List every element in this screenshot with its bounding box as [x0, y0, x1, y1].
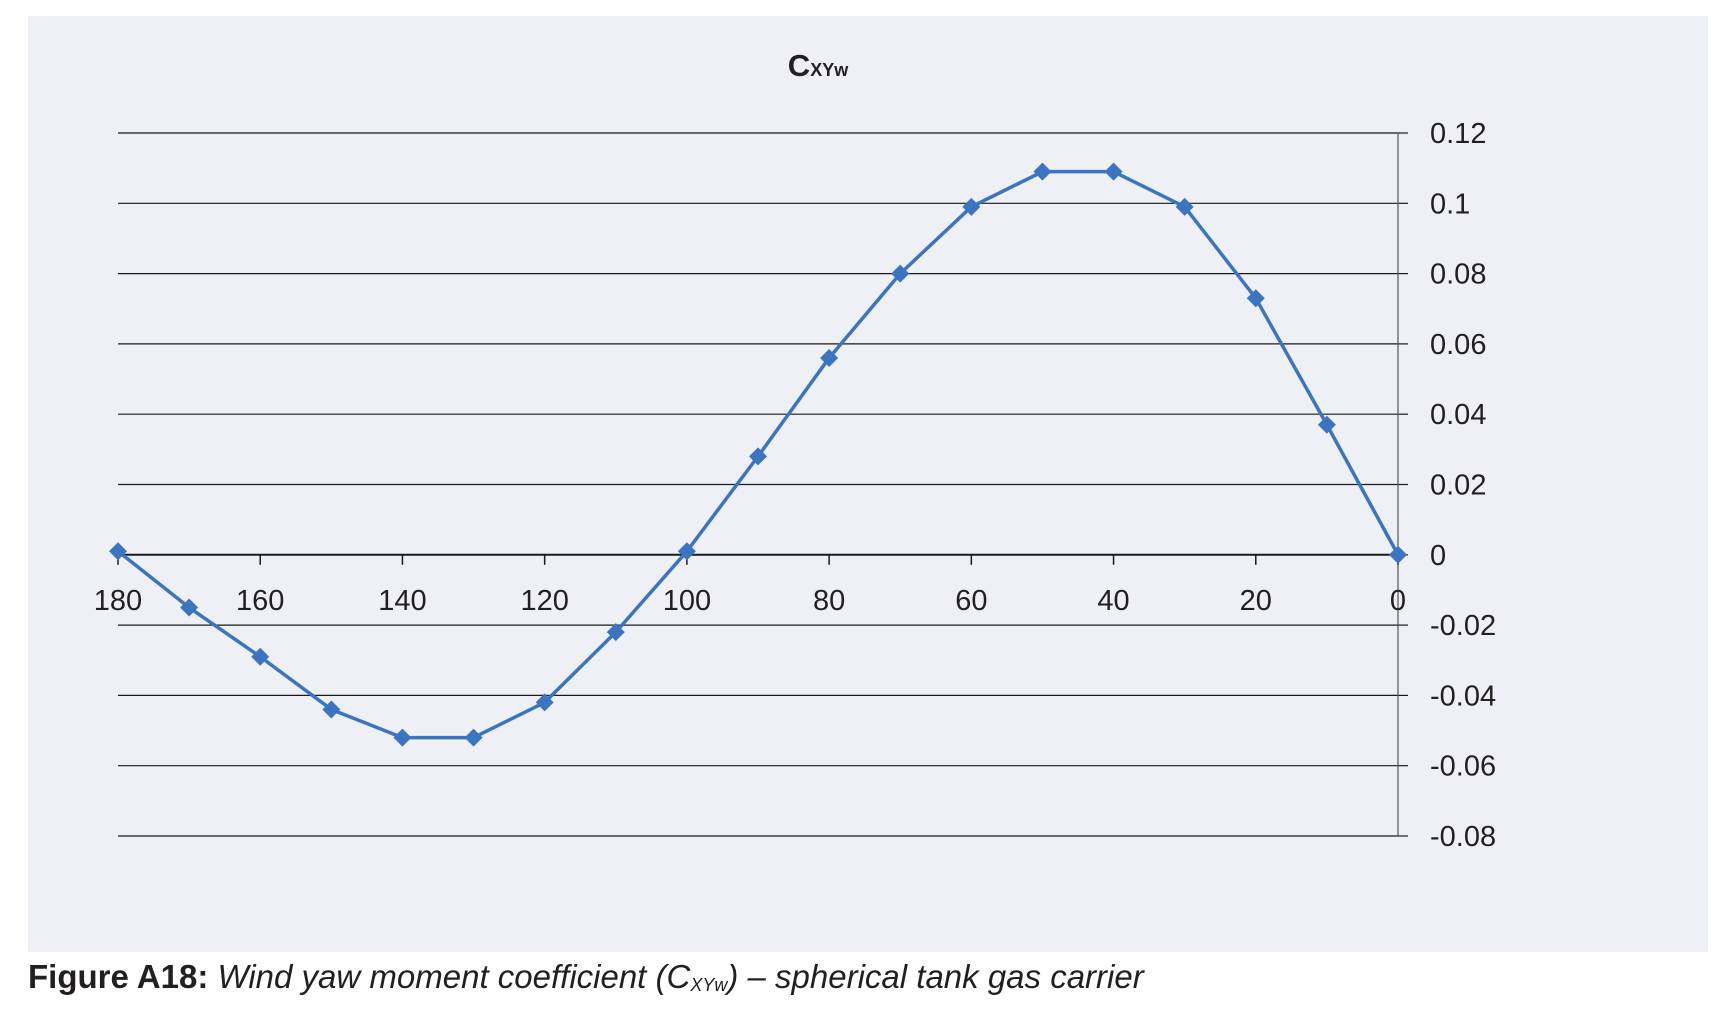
data-point [749, 447, 767, 466]
axes: 0.12 0.1 0.08 0.06 0.04 0.02 0 -0.02 -0.04 -0.06 -… [94, 118, 1496, 853]
y-tick-label: 0.04 [1430, 399, 1486, 431]
figure-description: Wind yaw moment coefficient (CXYw) – sph… [217, 958, 1144, 995]
data-point [891, 264, 910, 283]
series-line [109, 162, 1407, 747]
x-tick-label: 0 [1390, 585, 1406, 617]
data-point [1104, 162, 1123, 181]
y-tick-label: -0.04 [1430, 680, 1496, 712]
y-tick-label: 0.06 [1430, 329, 1486, 361]
y-tick-label: -0.02 [1430, 610, 1496, 642]
gridlines [118, 132, 1398, 837]
data-point [1175, 197, 1194, 216]
data-point [109, 542, 127, 561]
y-tick-label: 0.12 [1430, 118, 1486, 150]
data-point [251, 647, 270, 666]
x-tick-label: 60 [955, 585, 987, 617]
data-point [606, 623, 625, 642]
x-tick-label: 80 [813, 585, 845, 617]
data-point [535, 693, 554, 712]
chart-panel: CXYw 0.12 0.1 0.08 0.06 0.04 0.02 0 -0.02 -0.04 -… [28, 16, 1708, 952]
x-tick-label: 40 [1097, 585, 1129, 617]
x-tick-label: 140 [378, 585, 426, 617]
data-point [393, 728, 412, 747]
data-point [677, 542, 696, 561]
y-tick-label: 0.08 [1430, 259, 1486, 291]
data-point [1033, 162, 1052, 181]
data-point [1317, 415, 1336, 434]
data-point [820, 348, 839, 367]
chart-title: CXYw [788, 48, 849, 83]
data-point [464, 728, 483, 747]
y-tick-label: 0.1 [1430, 188, 1470, 220]
x-tick-label: 120 [520, 585, 568, 617]
data-point [1246, 289, 1265, 308]
y-tick-label: 0.02 [1430, 470, 1486, 502]
x-tick-label: 100 [663, 585, 711, 617]
y-tick-label: -0.08 [1430, 821, 1496, 853]
x-tick-label: 180 [94, 585, 142, 617]
figure-label: Figure A18: [28, 958, 209, 995]
data-point [1389, 545, 1407, 564]
line-chart: CXYw 0.12 0.1 0.08 0.06 0.04 0.02 0 -0.02 -0.04 -… [28, 16, 1708, 952]
x-tick-label: 160 [236, 585, 284, 617]
data-point [180, 598, 199, 617]
data-point [962, 197, 981, 216]
figure-caption: Figure A18: Wind yaw moment coefficient … [28, 958, 1144, 996]
y-tick-label: -0.06 [1430, 751, 1496, 783]
data-point [322, 700, 341, 719]
y-tick-label: 0 [1430, 540, 1446, 572]
x-tick-label: 20 [1240, 585, 1272, 617]
